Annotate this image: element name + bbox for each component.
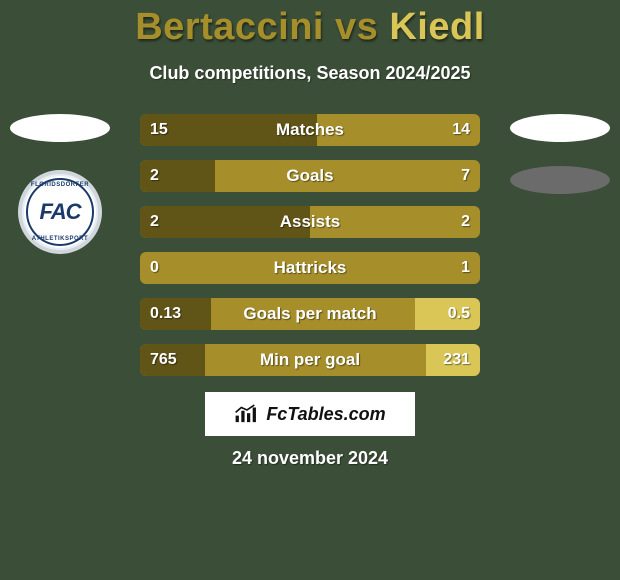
stats-column: 1514Matches27Goals22Assists01Hattricks0.… (120, 114, 500, 376)
left-club-badge: FLORIDSDORFER FAC ATHLETIKSPORT (18, 170, 102, 254)
stat-row: 27Goals (140, 160, 480, 192)
stat-row: 1514Matches (140, 114, 480, 146)
vs-separator: vs (324, 6, 389, 48)
stat-value-left: 0 (150, 252, 159, 284)
right-side-column (500, 114, 620, 376)
stats-comparison-card: Bertaccini vs Kiedl Club competitions, S… (0, 0, 620, 580)
stat-value-right: 2 (461, 206, 470, 238)
player-left-name: Bertaccini (135, 6, 324, 48)
stat-label: Hattricks (140, 252, 480, 284)
stat-value-right: 231 (443, 344, 470, 376)
badge-bottom-text: ATHLETIKSPORT (32, 236, 88, 242)
stat-value-left: 15 (150, 114, 168, 146)
stat-row: 765231Min per goal (140, 344, 480, 376)
stat-value-right: 14 (452, 114, 470, 146)
brand-text: FcTables.com (266, 404, 385, 425)
bar-left (140, 206, 310, 238)
body-row: FLORIDSDORFER FAC ATHLETIKSPORT 1514Matc… (0, 114, 620, 376)
stat-row: 0.130.5Goals per match (140, 298, 480, 330)
stat-value-left: 2 (150, 206, 159, 238)
right-player-photo-placeholder (510, 114, 610, 142)
right-club-placeholder (510, 166, 610, 194)
left-player-photo-placeholder (10, 114, 110, 142)
player-right-name: Kiedl (389, 6, 484, 48)
stat-value-left: 2 (150, 160, 159, 192)
left-side-column: FLORIDSDORFER FAC ATHLETIKSPORT (0, 114, 120, 376)
stat-row: 0 1Hattricks (140, 252, 480, 284)
date-caption: 24 november 2024 (0, 448, 620, 469)
chart-icon (234, 404, 260, 424)
stat-row: 22Assists (140, 206, 480, 238)
stat-value-right: 1 (461, 252, 470, 284)
stat-value-left: 0.13 (150, 298, 181, 330)
page-title: Bertaccini vs Kiedl (0, 0, 620, 49)
stat-value-right: 0.5 (448, 298, 470, 330)
stat-value-right: 7 (461, 160, 470, 192)
subtitle: Club competitions, Season 2024/2025 (0, 63, 620, 84)
badge-top-text: FLORIDSDORFER (31, 182, 89, 188)
brand-attribution: FcTables.com (205, 392, 415, 436)
stat-value-left: 765 (150, 344, 177, 376)
